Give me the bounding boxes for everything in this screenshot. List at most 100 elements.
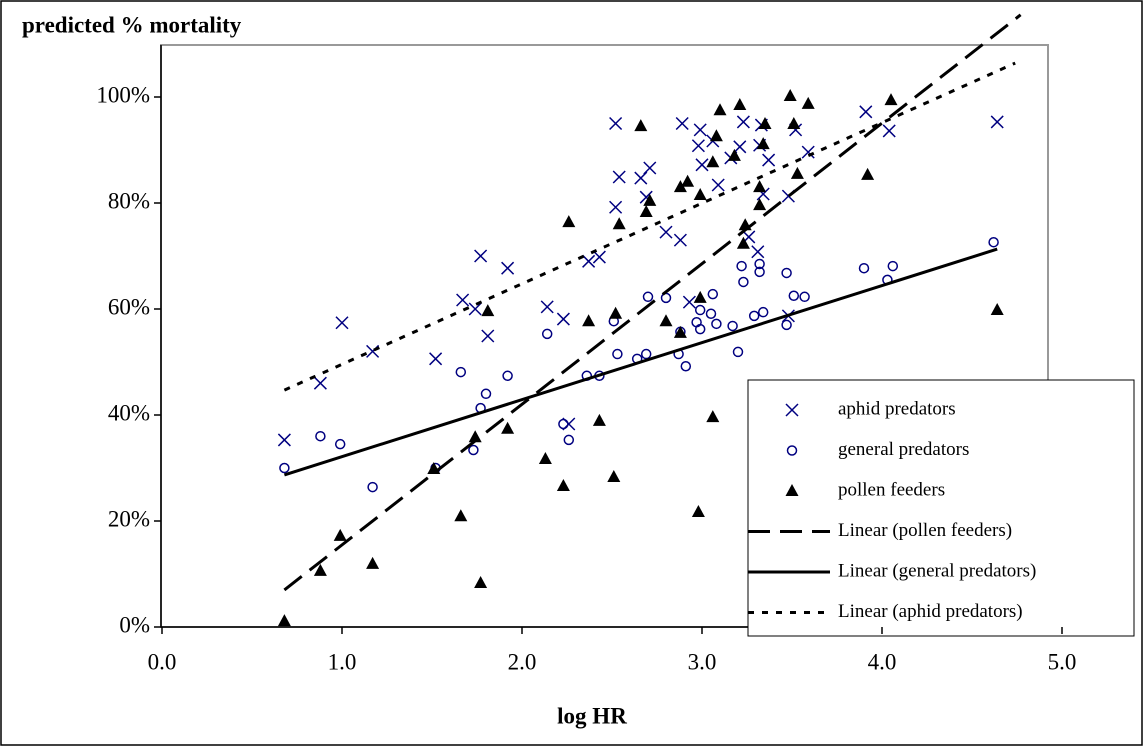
circle-marker: [738, 276, 749, 288]
x-marker: [673, 233, 687, 247]
circle-marker: [781, 319, 792, 331]
trend-line: [283, 13, 1022, 592]
circle-marker: [781, 267, 792, 279]
circle-marker: [786, 445, 798, 456]
circle-marker: [558, 418, 569, 430]
legend-label: general predators: [838, 439, 969, 460]
triangle-marker: [673, 180, 687, 193]
x-tick-label: 4.0: [868, 649, 897, 674]
circle-marker: [468, 444, 479, 456]
triangle-marker: [787, 117, 801, 130]
x-marker: [429, 352, 443, 366]
x-marker: [474, 249, 488, 263]
circle-marker: [858, 262, 870, 274]
triangle-marker: [785, 484, 799, 496]
circle-marker: [334, 438, 346, 450]
x-marker: [612, 170, 626, 184]
legend-box: [747, 379, 1135, 637]
circle-marker: [748, 310, 760, 322]
x-tick-label: 3.0: [688, 649, 717, 674]
x-marker: [691, 139, 705, 153]
triangle-marker: [758, 117, 772, 130]
y-tick-label: 20%: [108, 506, 150, 531]
x-marker: [785, 403, 799, 417]
triangle-marker: [481, 304, 495, 317]
triangle-marker: [454, 509, 468, 522]
circle-marker: [754, 258, 765, 270]
x-marker: [556, 312, 570, 326]
triangle-marker: [727, 148, 741, 161]
x-marker: [736, 115, 750, 129]
circle-marker: [732, 346, 744, 358]
circle-marker: [705, 308, 717, 320]
legend: aphid predators general predators pollen f…: [747, 379, 1135, 637]
y-tick-label: 100%: [96, 82, 150, 107]
triangle-marker: [556, 479, 570, 492]
triangle-marker: [801, 96, 815, 109]
triangle-marker: [681, 174, 695, 187]
x-marker: [468, 302, 482, 316]
x-tick-label: 2.0: [508, 649, 537, 674]
triangle-marker: [693, 290, 707, 303]
triangle-marker: [612, 217, 626, 230]
triangle-marker: [756, 137, 770, 150]
triangle-marker: [582, 314, 596, 327]
x-marker: [762, 153, 776, 167]
triangle-marker: [643, 193, 657, 206]
circle-marker: [642, 291, 654, 303]
triangle-marker: [990, 303, 1004, 316]
circle-marker: [455, 366, 467, 378]
circle-marker: [736, 260, 747, 272]
legend-label: aphid predators: [838, 398, 956, 419]
x-marker: [634, 171, 648, 185]
y-tick-label: 40%: [108, 400, 150, 425]
circle-marker: [799, 291, 810, 303]
triangle-marker: [691, 504, 705, 517]
x-marker: [675, 116, 689, 131]
legend-label: Linear (general predators): [838, 560, 1036, 581]
x-marker: [582, 254, 596, 268]
triangle-marker: [706, 155, 720, 168]
triangle-marker: [562, 215, 576, 228]
circle-marker: [788, 290, 800, 301]
chart-title: predicted % mortality: [22, 12, 242, 37]
triangle-marker: [366, 556, 380, 569]
x-marker: [859, 105, 873, 119]
triangle-marker: [736, 236, 750, 249]
circle-marker: [727, 320, 738, 332]
x-marker: [540, 300, 554, 314]
x-marker: [711, 178, 725, 192]
triangle-marker: [713, 103, 727, 116]
y-tick-label: 80%: [108, 188, 150, 213]
y-tick-label: 0%: [119, 612, 150, 637]
x-marker: [882, 124, 896, 138]
triangle-marker: [607, 470, 621, 483]
triangle-marker: [592, 413, 606, 426]
triangle-marker: [538, 451, 552, 464]
circle-marker: [680, 360, 692, 372]
circle-marker: [707, 288, 719, 300]
triangle-marker: [753, 180, 767, 193]
x-marker: [693, 123, 707, 137]
circle-marker: [757, 306, 769, 318]
triangle-marker: [733, 97, 747, 110]
x-marker: [501, 261, 515, 275]
triangle-marker: [609, 306, 623, 319]
x-marker: [695, 158, 709, 172]
x-marker: [801, 145, 815, 159]
x-marker: [751, 245, 765, 259]
circle-marker: [563, 434, 575, 446]
circle-marker: [279, 462, 290, 474]
x-marker: [990, 115, 1004, 129]
circle-marker: [988, 236, 999, 248]
x-marker: [456, 293, 470, 307]
triangle-marker: [639, 205, 653, 218]
x-marker: [682, 295, 696, 309]
circle-marker: [694, 304, 706, 316]
x-tick-label: 0.0: [148, 649, 177, 674]
triangle-marker: [861, 167, 875, 180]
circle-marker: [694, 323, 706, 335]
x-marker: [277, 433, 291, 447]
triangle-marker: [333, 528, 347, 541]
